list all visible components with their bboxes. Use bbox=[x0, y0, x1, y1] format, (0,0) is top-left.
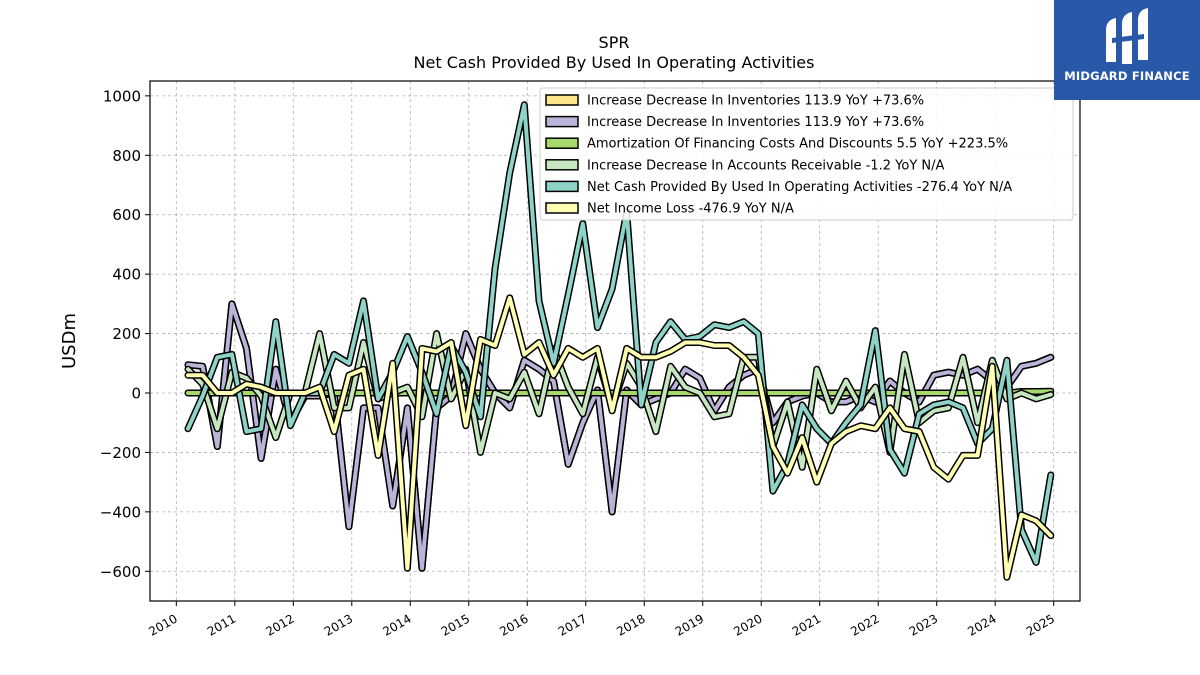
legend-entry-0: Increase Decrease In Inventories 113.9 Y… bbox=[587, 94, 924, 109]
series-lines bbox=[184, 101, 1055, 581]
x-tick-label: 2017 bbox=[556, 611, 589, 638]
legend-box bbox=[539, 87, 1074, 221]
plot-frame bbox=[149, 80, 1081, 602]
x-tick-label: 2024 bbox=[965, 611, 998, 638]
legend-entry-3: Increase Decrease In Accounts Receivable… bbox=[587, 158, 945, 173]
x-tick-label: 2021 bbox=[790, 611, 823, 638]
series-line-4 bbox=[186, 102, 1053, 565]
chart-subtitle: Net Cash Provided By Used In Operating A… bbox=[414, 53, 815, 72]
chart-title: SPR bbox=[599, 33, 630, 52]
x-axis: 2010 2011 2012 2013 2014 2015 2016 2017 2018 2019… bbox=[146, 601, 1057, 639]
x-tick-label: 2020 bbox=[731, 611, 764, 638]
y-tick-label: −200 bbox=[100, 444, 141, 462]
x-tick-label: 2025 bbox=[1024, 611, 1057, 638]
x-tick-label: 2018 bbox=[614, 611, 647, 638]
legend-swatch-3 bbox=[545, 159, 579, 171]
legend: Increase Decrease In Inventories 113.9 Y… bbox=[539, 87, 1074, 221]
y-axis: −600 −400 −200 0 200 400 600 800 1000 bbox=[100, 87, 150, 581]
y-tick-label: 0 bbox=[131, 385, 141, 403]
logo-mark-icon bbox=[1106, 8, 1148, 64]
legend-entry-2: Amortization Of Financing Costs And Disc… bbox=[587, 137, 1008, 152]
x-tick-label: 2013 bbox=[322, 611, 355, 638]
legend-entry-1: Increase Decrease In Inventories 113.9 Y… bbox=[587, 115, 924, 130]
legend-entry-4: Net Cash Provided By Used In Operating A… bbox=[587, 180, 1012, 195]
legend-swatch-4 bbox=[545, 180, 579, 193]
logo-text: MIDGARD FINANCE bbox=[1064, 69, 1190, 83]
legend-swatch-2 bbox=[545, 137, 579, 149]
x-tick-label: 2023 bbox=[907, 611, 940, 638]
y-tick-label: −400 bbox=[100, 503, 141, 521]
legend-swatch-5 bbox=[545, 202, 579, 214]
legend-swatch-0 bbox=[545, 94, 579, 106]
y-tick-label: 400 bbox=[112, 266, 141, 284]
x-tick-label: 2011 bbox=[205, 611, 238, 638]
y-tick-label: 1000 bbox=[103, 87, 141, 105]
x-tick-label: 2012 bbox=[263, 611, 296, 638]
legend-swatch-1 bbox=[545, 115, 579, 128]
x-tick-label: 2016 bbox=[497, 611, 530, 638]
legend-entry-5: Net Income Loss -476.9 YoY N/A bbox=[587, 202, 794, 217]
logo: MIDGARD FINANCE bbox=[1054, 0, 1200, 100]
x-tick-label: 2015 bbox=[439, 611, 472, 638]
y-tick-label: 800 bbox=[112, 147, 141, 165]
series-line-5 bbox=[186, 295, 1053, 580]
x-tick-label: 2019 bbox=[673, 611, 706, 638]
y-tick-label: 200 bbox=[112, 325, 141, 343]
x-tick-label: 2022 bbox=[848, 611, 881, 638]
y-tick-label: 600 bbox=[112, 206, 141, 224]
x-tick-label: 2010 bbox=[146, 611, 179, 638]
x-tick-label: 2014 bbox=[380, 611, 413, 638]
y-axis-label: USDm bbox=[59, 313, 80, 369]
y-tick-label: −600 bbox=[100, 563, 141, 581]
